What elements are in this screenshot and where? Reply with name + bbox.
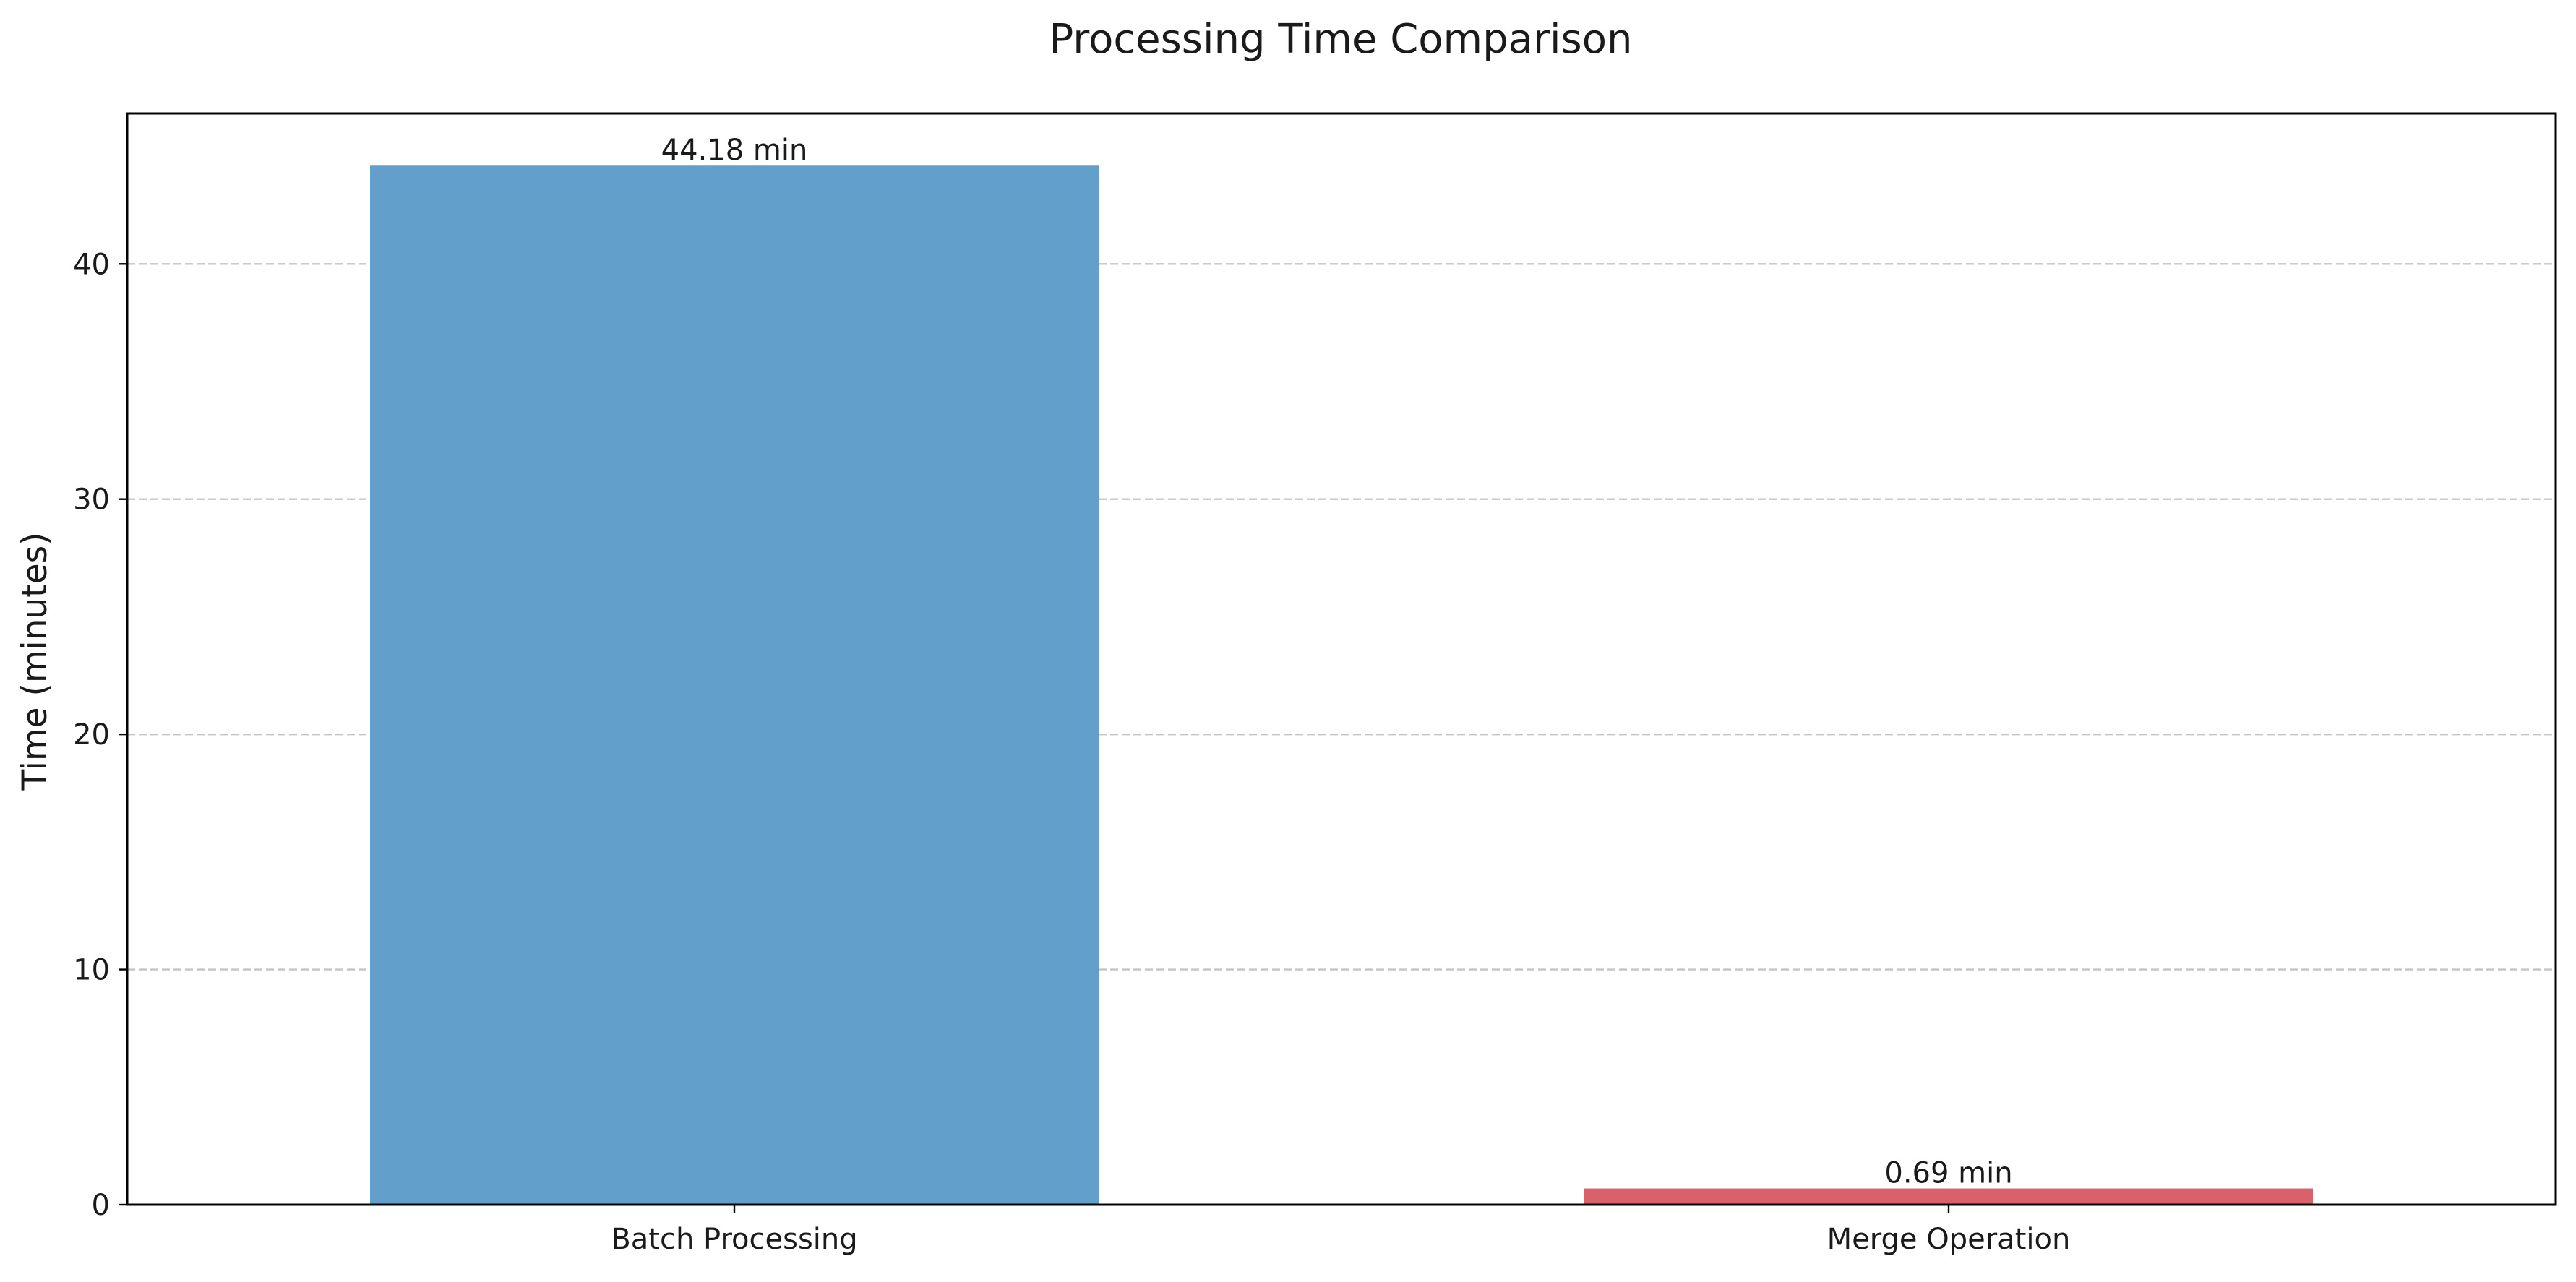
bar-0 (370, 165, 1099, 1205)
y-tick-label: 20 (73, 718, 110, 752)
y-axis-label: Time (minutes) (15, 533, 55, 791)
x-ticks: Batch Processing Merge Operation (611, 1205, 2070, 1256)
bars (370, 165, 2313, 1205)
chart-title: Processing Time Comparison (1049, 16, 1633, 63)
x-tick-label: Batch Processing (611, 1223, 857, 1256)
y-tick-label: 0 (92, 1189, 110, 1222)
plot-frame (126, 112, 2557, 1206)
y-tick-label: 30 (73, 483, 110, 517)
y-ticks: 0 10 20 30 40 (73, 248, 127, 1222)
bar-value-label: 0.69 min (1884, 1157, 2012, 1190)
data-labels: 44.18 min 0.69 min (661, 134, 2013, 1189)
bar-1 (1584, 1188, 2313, 1205)
y-tick-label: 10 (73, 954, 110, 987)
x-tick-label: Merge Operation (1827, 1223, 2071, 1256)
y-tick-label: 40 (73, 248, 110, 281)
bar-value-label: 44.18 min (661, 134, 808, 167)
